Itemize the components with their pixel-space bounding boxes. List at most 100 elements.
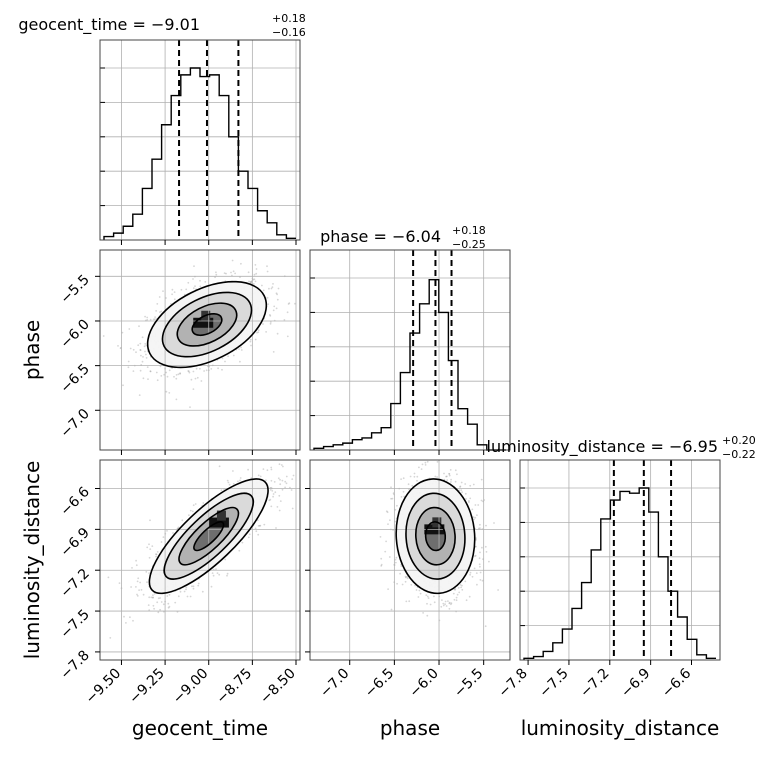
sample-point [409, 475, 412, 478]
sample-point [459, 584, 462, 586]
x-tick-label: −6.9 [618, 666, 653, 701]
sample-point [385, 510, 388, 513]
sample-point [413, 475, 416, 478]
sample-point [429, 603, 432, 606]
sample-point [469, 497, 472, 500]
sample-point [407, 483, 410, 486]
sample-point [458, 591, 461, 594]
sample-point [166, 375, 169, 378]
sample-point [481, 579, 484, 582]
sample-point [448, 473, 451, 475]
contour-line [424, 521, 447, 552]
sample-point [241, 541, 244, 544]
sample-point [277, 477, 280, 480]
contour-line [146, 280, 268, 369]
sample-point [149, 548, 152, 550]
sample-point [474, 555, 476, 557]
sample-point [123, 615, 125, 618]
sample-point [452, 592, 455, 595]
sample-point [442, 602, 445, 605]
sample-point [136, 595, 139, 597]
sample-point [165, 371, 168, 374]
sample-point [205, 369, 208, 372]
y-tick-label: −6.0 [57, 316, 92, 351]
sample-point [168, 369, 171, 372]
sample-point [232, 354, 235, 357]
sample-point [137, 344, 140, 347]
sample-point [228, 483, 231, 486]
sample-point [218, 465, 221, 468]
sample-point [119, 347, 122, 350]
sample-point [143, 345, 146, 348]
sample-point [231, 259, 234, 262]
sample-point [130, 586, 133, 588]
sample-point [254, 264, 257, 266]
y-tick-label: −6.9 [57, 525, 92, 560]
sample-point [255, 268, 258, 270]
sample-point [259, 475, 262, 478]
sample-point [156, 303, 159, 305]
sample-point [400, 496, 403, 498]
title-geocent-time-sub: −0.16 [272, 26, 306, 39]
sample-point [404, 575, 407, 578]
sample-point [282, 465, 284, 468]
sample-point [474, 516, 477, 519]
sample-point [152, 596, 154, 599]
sample-point [238, 348, 240, 350]
sample-point [275, 307, 278, 310]
sample-point [142, 356, 144, 358]
sample-point [469, 573, 471, 576]
sample-point [292, 474, 295, 477]
sample-point [179, 590, 182, 593]
sample-point [149, 370, 152, 373]
sample-point [147, 604, 150, 606]
sample-point [440, 605, 443, 608]
sample-point [469, 484, 472, 487]
sample-point [284, 486, 286, 489]
sample-point [138, 589, 141, 591]
ylabel-luminosity-distance: luminosity_distance [20, 461, 44, 660]
x-tick-label: −6.6 [659, 665, 694, 700]
sample-point [464, 492, 467, 495]
sample-point [142, 377, 145, 380]
sample-point [497, 589, 499, 591]
sample-point [416, 475, 419, 478]
sample-point [192, 287, 195, 290]
x-tick-label: −9.00 [170, 666, 212, 708]
sample-point [450, 478, 452, 481]
sample-point [257, 474, 260, 477]
sample-point [173, 291, 176, 293]
sample-point [460, 489, 463, 491]
sample-point [249, 281, 252, 283]
sample-point [444, 603, 446, 606]
sample-point [474, 554, 477, 557]
sample-point [274, 491, 277, 494]
sample-point [141, 360, 144, 363]
sample-point [149, 519, 151, 522]
sample-point [454, 588, 457, 591]
histogram-geocent_time [103, 67, 296, 240]
sample-point [177, 526, 180, 529]
sample-point [189, 509, 192, 512]
sample-point [285, 482, 288, 485]
sample-point [415, 589, 418, 591]
sample-point [480, 478, 483, 481]
sample-point [450, 603, 452, 606]
title-phase: phase = −6.04 [320, 227, 441, 246]
sample-point [148, 572, 151, 574]
sample-point [396, 582, 398, 585]
sample-point [238, 549, 241, 552]
sample-point [249, 338, 252, 341]
sample-point [258, 524, 261, 527]
sample-point [288, 302, 291, 304]
sample-point [464, 483, 467, 485]
sample-point [262, 468, 265, 470]
histogram-luminosity_distance [523, 487, 716, 660]
title-phase-sup: +0.18 [452, 224, 486, 237]
density-peak [193, 317, 214, 328]
sample-point [129, 347, 132, 350]
sample-point [281, 479, 284, 482]
sample-point [127, 360, 130, 363]
sample-point [279, 478, 281, 481]
y-tick-label: −7.8 [57, 647, 92, 682]
